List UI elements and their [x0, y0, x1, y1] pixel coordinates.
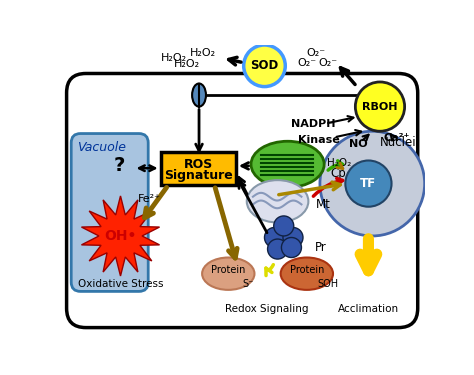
Text: Protein: Protein: [211, 265, 246, 275]
Ellipse shape: [192, 84, 206, 106]
Text: SOD: SOD: [250, 59, 279, 72]
Text: TF: TF: [360, 177, 376, 190]
Text: ROS: ROS: [183, 158, 213, 171]
Text: RBOH: RBOH: [362, 102, 398, 112]
Text: O₂⁻: O₂⁻: [307, 48, 326, 58]
Text: NO: NO: [349, 140, 368, 149]
Text: H₂O₂: H₂O₂: [173, 59, 200, 69]
Ellipse shape: [281, 258, 333, 290]
Circle shape: [264, 228, 284, 248]
Text: SOH: SOH: [318, 279, 339, 289]
Text: Pr: Pr: [315, 241, 326, 254]
Circle shape: [346, 160, 392, 207]
Text: ?: ?: [114, 156, 126, 176]
Text: Kinase: Kinase: [298, 135, 339, 145]
Text: Mt: Mt: [316, 198, 331, 211]
FancyBboxPatch shape: [66, 74, 418, 328]
Circle shape: [320, 131, 425, 236]
Text: S⁻: S⁻: [243, 279, 254, 289]
Ellipse shape: [251, 141, 324, 188]
Text: NADPH: NADPH: [292, 119, 336, 129]
Text: Oxidative Stress: Oxidative Stress: [78, 279, 163, 289]
Text: H₂O₂: H₂O₂: [327, 158, 351, 168]
Text: Protein: Protein: [290, 265, 324, 275]
Circle shape: [244, 45, 285, 87]
Text: OH•: OH•: [104, 229, 137, 243]
Circle shape: [356, 82, 405, 131]
Text: Nuclei: Nuclei: [379, 136, 416, 149]
Text: Cp: Cp: [330, 167, 346, 180]
Circle shape: [283, 228, 303, 248]
Text: H₂O₂: H₂O₂: [190, 48, 216, 58]
Text: Ca²⁺: Ca²⁺: [384, 133, 410, 143]
FancyBboxPatch shape: [161, 152, 236, 185]
Circle shape: [267, 239, 288, 259]
Text: Acclimation: Acclimation: [338, 304, 399, 314]
FancyBboxPatch shape: [71, 134, 148, 291]
Ellipse shape: [247, 180, 309, 222]
Text: Signature: Signature: [164, 170, 233, 182]
Text: Fe²⁺: Fe²⁺: [137, 194, 161, 204]
Text: Vacuole: Vacuole: [77, 141, 127, 154]
Text: O₂⁻: O₂⁻: [319, 58, 338, 68]
Circle shape: [282, 237, 301, 258]
Text: H₂O₂: H₂O₂: [161, 53, 187, 63]
Text: O₂⁻: O₂⁻: [297, 58, 317, 68]
Text: Redox Signaling: Redox Signaling: [225, 304, 309, 314]
Ellipse shape: [202, 258, 255, 290]
Polygon shape: [82, 196, 160, 276]
Circle shape: [273, 216, 294, 236]
